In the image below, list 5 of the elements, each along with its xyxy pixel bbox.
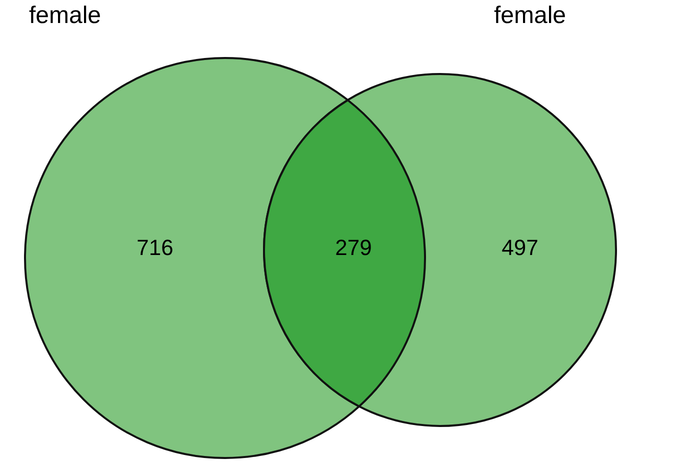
text: female — [494, 2, 566, 29]
data-label: 279 — [335, 235, 372, 260]
data-label: 716 — [136, 235, 174, 260]
text: female — [28, 2, 102, 29]
data-label: 497 — [502, 235, 538, 260]
